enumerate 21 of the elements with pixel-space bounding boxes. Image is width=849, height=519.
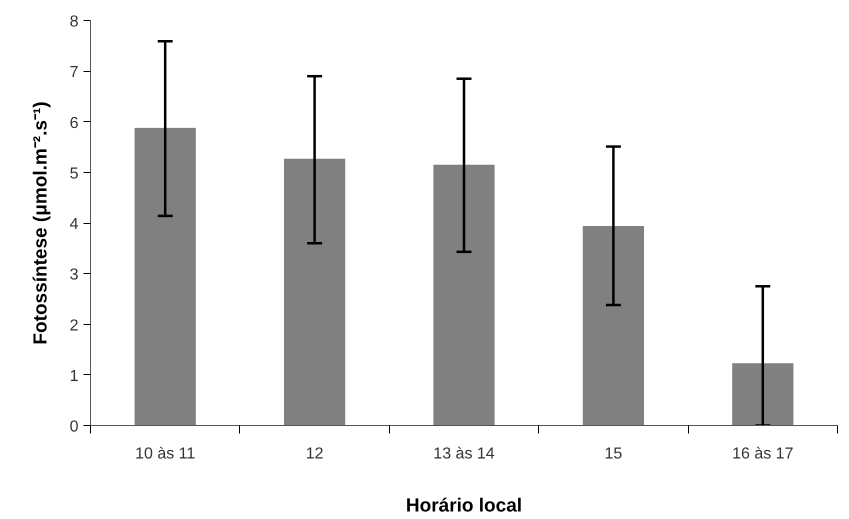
x-tick-label: 16 às 17 [732, 446, 794, 462]
x-tick-label: 13 às 14 [433, 446, 495, 462]
y-tick-label: 3 [70, 266, 79, 284]
bar [284, 158, 346, 426]
x-tick-label: 15 [604, 446, 622, 462]
bar [582, 226, 644, 426]
bar [134, 128, 196, 426]
bar [732, 363, 794, 426]
x-tick-label: 10 às 11 [135, 446, 196, 462]
y-tick-label: 1 [70, 368, 79, 385]
y-tick-label: 8 [70, 14, 79, 30]
y-axis-title: Fotossíntese (μmol.m⁻².s⁻¹) [30, 101, 52, 345]
x-axis-title: Horário local [406, 496, 522, 516]
y-tick-label: 5 [70, 165, 79, 182]
y-tick-label: 4 [70, 216, 79, 233]
y-tick-label: 7 [70, 64, 79, 82]
bar [433, 164, 495, 426]
y-tick-label: 0 [70, 418, 79, 436]
y-tick-label: 6 [70, 114, 79, 132]
x-tick-label: 12 [306, 446, 324, 462]
y-tick-label: 2 [70, 317, 79, 334]
